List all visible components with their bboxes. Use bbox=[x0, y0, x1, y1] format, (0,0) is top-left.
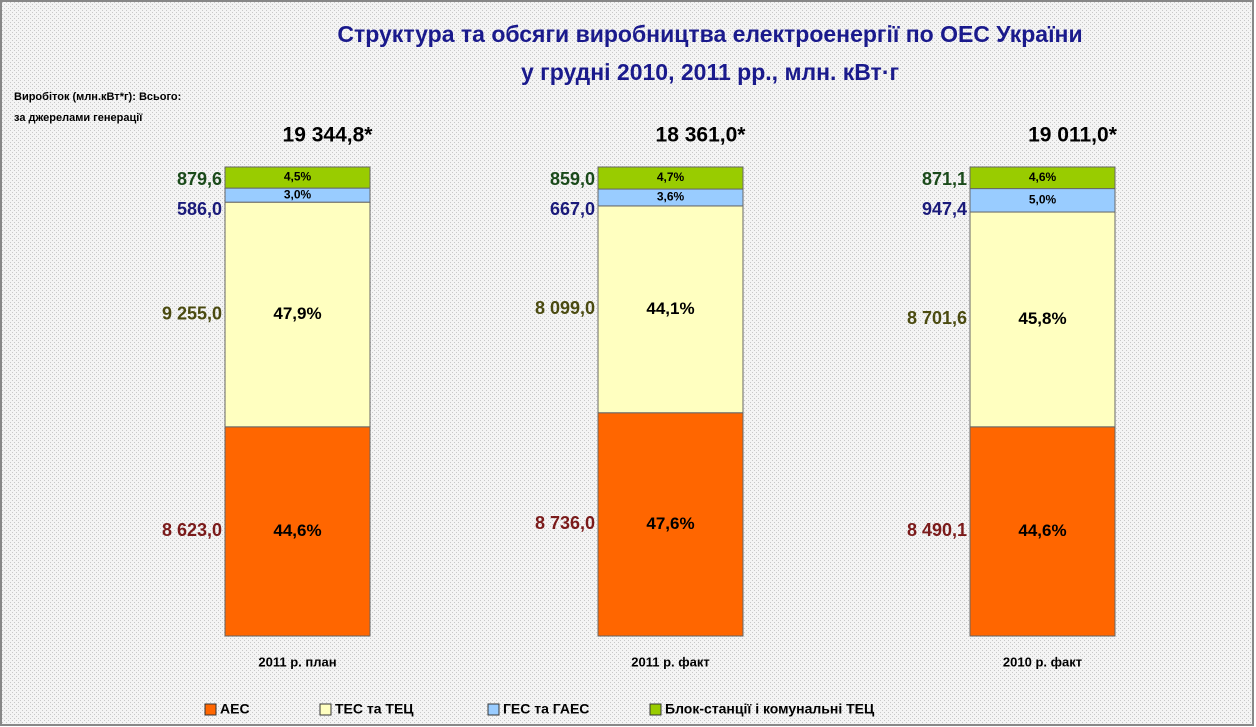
value-label: 4,7% bbox=[657, 170, 685, 184]
bar-segment bbox=[597, 205, 744, 414]
amount-label: 8 490,1 bbox=[907, 520, 967, 540]
x-tick-label: 2011 р. план bbox=[258, 654, 336, 669]
value-label: 45,8% bbox=[1018, 309, 1066, 328]
amount-label: 8 623,0 bbox=[162, 520, 222, 540]
bar-segment bbox=[597, 166, 744, 190]
legend-label: АЕС bbox=[220, 701, 250, 717]
amount-label: 8 736,0 bbox=[535, 513, 595, 533]
amount-label: 8 099,0 bbox=[535, 298, 595, 318]
legend-label: ГЕС та ГАЕС bbox=[503, 701, 589, 717]
chart-title: Структура та обсяги виробництва електрое… bbox=[337, 21, 1082, 47]
value-label: 3,6% bbox=[657, 190, 685, 204]
amount-label: 947,4 bbox=[922, 199, 967, 219]
legend-label: ТЕС та ТЕЦ bbox=[335, 701, 414, 717]
amount-label: 586,0 bbox=[177, 199, 222, 219]
value-label: 44,6% bbox=[1018, 521, 1066, 540]
total-label: 19 011,0* bbox=[1028, 124, 1118, 147]
amount-label: 871,1 bbox=[922, 169, 967, 189]
bar-segment bbox=[224, 426, 371, 637]
subtitle: за джерелами генерації bbox=[14, 112, 143, 124]
value-label: 4,5% bbox=[284, 170, 312, 184]
x-tick-label: 2010 р. факт bbox=[1003, 654, 1082, 669]
bar-segment bbox=[224, 166, 371, 189]
amount-label: 9 255,0 bbox=[162, 303, 222, 323]
chart-title: у грудні 2010, 2011 рр., млн. кВт·г bbox=[521, 59, 899, 85]
value-label: 4,6% bbox=[1029, 170, 1057, 184]
bar-segment bbox=[969, 166, 1116, 190]
amount-label: 859,0 bbox=[550, 169, 595, 189]
legend-swatch bbox=[319, 703, 332, 716]
total-label: 18 361,0* bbox=[656, 124, 747, 147]
legend-swatch bbox=[487, 703, 500, 716]
bar-segment bbox=[969, 426, 1116, 637]
total-label: 19 344,8* bbox=[283, 124, 374, 147]
value-label: 3,0% bbox=[284, 187, 312, 201]
subtitle: Виробіток (млн.кВт*г): Всього: bbox=[14, 91, 181, 103]
bar-segment bbox=[969, 211, 1116, 428]
amount-label: 667,0 bbox=[550, 199, 595, 219]
x-tick-label: 2011 р. факт bbox=[631, 654, 709, 669]
value-label: 47,6% bbox=[646, 514, 694, 533]
amount-label: 879,6 bbox=[177, 169, 222, 189]
legend-label: Блок-станції і комунальні ТЕЦ bbox=[665, 701, 875, 717]
value-label: 47,9% bbox=[273, 304, 321, 323]
amount-label: 8 701,6 bbox=[907, 308, 967, 328]
legend-swatch bbox=[204, 703, 217, 716]
value-label: 44,6% bbox=[273, 521, 321, 540]
value-label: 5,0% bbox=[1029, 192, 1057, 206]
legend-swatch bbox=[649, 703, 662, 716]
value-label: 44,1% bbox=[646, 299, 694, 318]
